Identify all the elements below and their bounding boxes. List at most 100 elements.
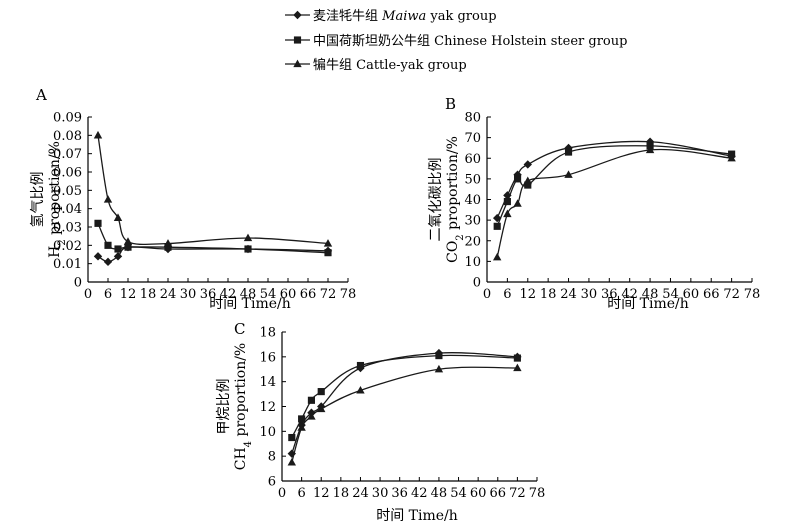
y-tick-label: 80 [464,111,481,126]
data-point-diamond [503,191,512,200]
x-tick-label: 42 [621,287,638,302]
data-point-triangle [513,363,522,372]
y-tick-label: 60 [464,152,481,167]
x-tick-label: 36 [601,287,618,302]
data-point-square [244,245,252,253]
data-point-square [114,245,122,253]
x-tick-label: 36 [391,486,408,501]
series-square [288,352,521,442]
data-point-diamond [645,137,655,146]
data-point-triangle [523,176,532,185]
series-line-diamond [97,246,329,263]
y-axis-title-cn: 二氧化碳比例 [428,158,444,242]
y-axis-title-pre: CH [233,447,249,470]
x-tick-label: 48 [240,287,257,302]
y-tick-label: 10 [464,255,481,270]
data-point-diamond [93,252,103,261]
x-tick-label: 72 [509,486,526,501]
series-line-square [97,223,329,254]
panel-b: B0 6 12 18 24 30 36 42 48 54 60 66 72 780102030405060… [428,95,760,312]
x-tick-label: 30 [180,287,197,302]
x-tick-label: 12 [313,486,330,501]
y-tick-label: 0.08 [53,129,82,144]
x-tick-label: 0 [483,287,491,302]
y-tick-label: 10 [259,425,276,440]
y-axis-title-en: CH4 proportion/% [233,343,254,470]
y-tick-label: 14 [259,375,276,390]
y-axis-title-sub: 2 [455,234,466,240]
y-tick-label: 30 [464,214,481,229]
data-point-square [493,222,501,230]
x-tick-label: 18 [333,486,350,501]
x-tick-label: 6 [104,287,112,302]
x-tick-label: 48 [431,486,448,501]
y-tick-label: 0.09 [53,111,82,126]
x-tick-label: 78 [744,287,761,302]
x-tick-label: 0 [278,486,286,501]
data-point-triangle [727,153,736,162]
series-line-square [496,145,732,227]
x-tick-label: 60 [470,486,487,501]
data-point-triangle [645,145,655,154]
x-axis-title: 时间 Time/h [607,296,689,312]
y-axis-title-post: proportion/% [47,141,63,239]
y-tick-label: 0.05 [53,184,82,199]
data-point-square [564,148,573,156]
y-tick-label: 0.04 [53,202,82,217]
data-point-square [524,181,532,189]
x-tick-label: 66 [703,287,720,302]
y-axis-title-pre: H [47,246,63,258]
data-point-diamond [103,257,113,267]
series-triangle [492,145,736,261]
panel-c: C0 6 12 18 24 30 36 42 48 54 60 66 72 78681012141618时… [216,320,545,524]
x-tick-label: 78 [529,486,546,501]
panel-label: C [234,320,245,338]
data-point-triangle [103,195,113,203]
x-tick-label: 60 [280,287,297,302]
data-point-triangle [93,130,103,139]
y-tick-label: 16 [259,350,276,365]
x-tick-label: 18 [540,287,557,302]
data-point-triangle [307,412,316,420]
series-line-triangle [496,148,732,258]
x-tick-label: 6 [503,287,511,302]
y-axis-title-post: proportion/% [445,136,461,234]
data-point-diamond [513,170,522,179]
x-tick-label: 12 [519,287,536,302]
x-tick-label: 54 [260,287,277,302]
data-point-triangle [323,239,333,247]
y-axis-title-sub: 4 [243,441,254,447]
y-axis-title-cn: 甲烷比例 [216,379,232,435]
y-tick-label: 18 [259,326,276,341]
y-tick-label: 0 [473,276,481,291]
y-axis-title-en: H2 proportion/% [47,141,68,258]
data-point-diamond [523,160,532,169]
x-tick-label: 0 [84,287,92,302]
data-point-square [356,361,365,370]
series-line-triangle [291,366,518,463]
data-point-triangle [317,404,326,413]
panel-label: B [445,95,456,113]
x-tick-label: 66 [300,287,317,302]
legend-label-en: Chinese Holstein steer group [434,34,627,49]
legend-label: 犏牛组 Cattle-yak group [313,58,467,73]
data-point-square [514,175,522,183]
y-tick-label: 0.03 [53,221,82,236]
legend: 麦洼牦牛组 Maiwa yak group 中国荷斯坦奶公牛组 Chinese H… [285,9,627,73]
y-tick-label: 8 [268,450,276,465]
x-tick-label: 42 [220,287,237,302]
x-tick-label: 72 [320,287,337,302]
x-tick-label: 54 [450,486,467,501]
x-tick-label: 36 [200,287,217,302]
y-tick-label: 6 [268,475,276,490]
y-tick-label: 0 [74,276,82,291]
y-tick-label: 70 [464,131,481,146]
data-point-triangle [564,170,573,178]
data-point-triangle [434,364,444,373]
legend-marker-square [293,36,302,44]
series-diamond [287,348,522,458]
y-axis-title-pre: CO [445,241,461,263]
data-point-square [94,219,102,227]
legend-marker-diamond [293,10,302,20]
x-tick-label: 60 [683,287,700,302]
